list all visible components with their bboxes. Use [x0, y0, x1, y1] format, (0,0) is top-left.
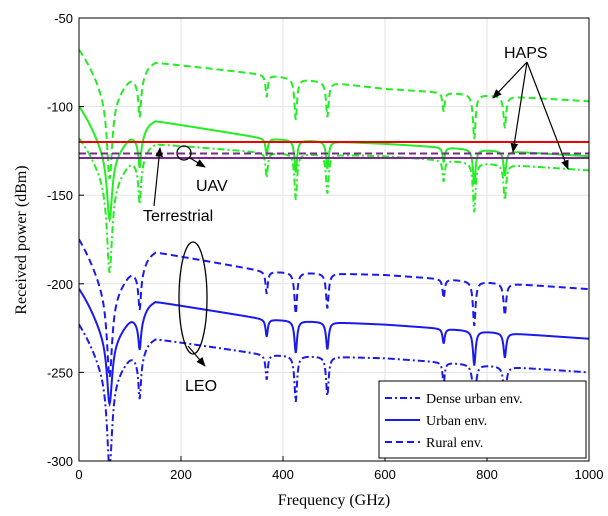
axis-ticks: 0 200 400 600 800 1000 -50 -100 -150 -200 -250 -300: [47, 11, 603, 482]
y-tick-label: -250: [47, 365, 73, 380]
series-line-haps-dashdot: [79, 137, 589, 273]
x-tick-label: 800: [476, 467, 498, 482]
y-tick-label: -150: [47, 188, 73, 203]
x-tick-label: 0: [75, 467, 82, 482]
haps-arrow-3: [526, 61, 569, 170]
x-tick-label: 200: [170, 467, 192, 482]
uav-arrow: [189, 157, 206, 168]
y-tick-label: -100: [47, 100, 73, 115]
series-line-haps-dashed: [79, 49, 589, 180]
series-line-leo-dashdot: [79, 323, 589, 461]
haps-arrow-2: [510, 61, 528, 153]
x-tick-label: 600: [374, 467, 396, 482]
uav-marker-circle: [176, 145, 192, 161]
terrestrial-arrow: [153, 147, 163, 207]
haps-annotation: HAPS: [504, 45, 548, 62]
y-axis-label: Received power (dBm): [13, 165, 30, 314]
x-tick-label: 1000: [575, 467, 604, 482]
terrestrial-annotation: Terrestrial: [143, 208, 213, 225]
y-tick-label: -300: [47, 454, 73, 469]
legend: Dense urban env. Urban env. Rural env.: [378, 380, 587, 459]
series-line-leo-dashed: [79, 238, 589, 378]
legend-label: Urban env.: [426, 414, 487, 429]
series-line-leo-solid: [79, 288, 589, 408]
leo-arrow: [187, 345, 206, 367]
grid: [78, 17, 590, 462]
y-tick-label: -200: [47, 277, 73, 292]
x-tick-label: 400: [272, 467, 294, 482]
series-layer: [79, 49, 589, 461]
leo-marker-ellipse: [178, 241, 208, 355]
x-axis-label: Frequency (GHz): [278, 492, 390, 509]
annotations: HAPS UAV Terrestrial LEO: [143, 45, 569, 395]
y-tick-label: -50: [54, 11, 73, 26]
uav-annotation: UAV: [196, 178, 228, 195]
leo-annotation: LEO: [185, 378, 217, 395]
legend-label: Rural env.: [426, 436, 483, 451]
plot-frame: [78, 17, 590, 462]
legend-label: Dense urban env.: [426, 392, 523, 407]
haps-arrow-1: [492, 61, 528, 99]
